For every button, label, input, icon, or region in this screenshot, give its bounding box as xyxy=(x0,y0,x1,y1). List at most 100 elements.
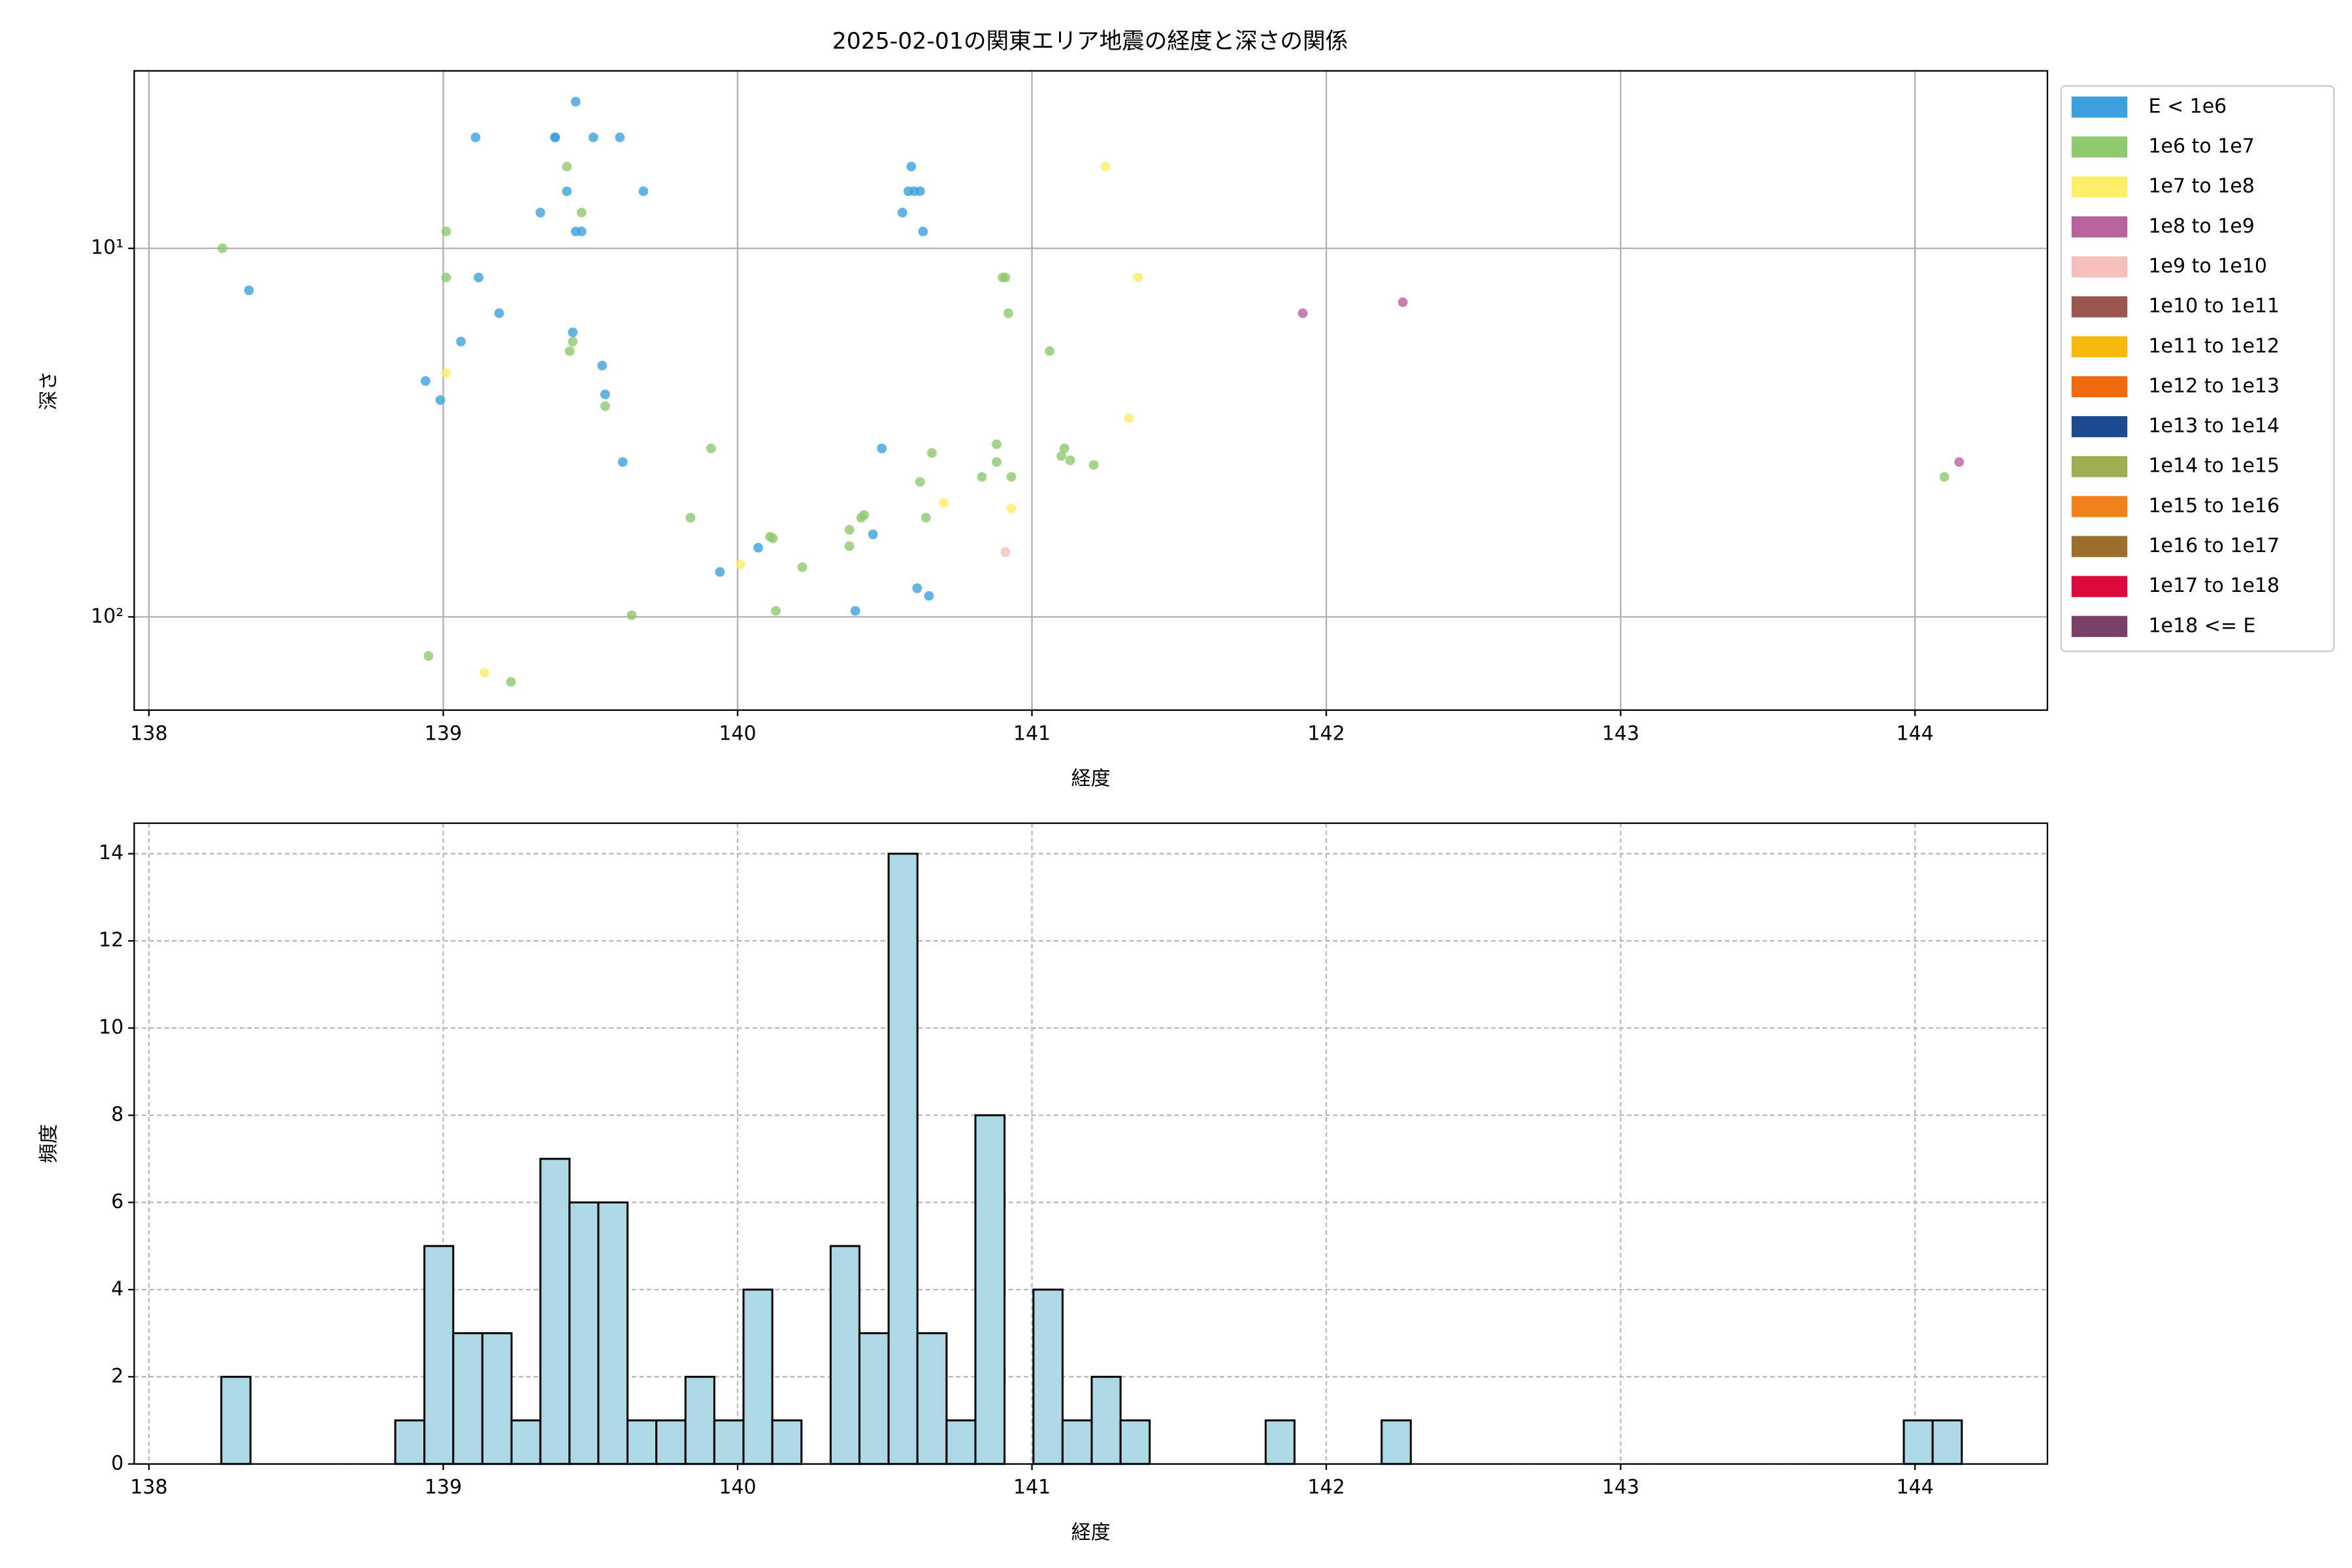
histogram-bar xyxy=(829,1245,860,1465)
legend-label: E < 1e6 xyxy=(2148,95,2227,118)
scatter-point xyxy=(1000,547,1011,557)
scatter-point xyxy=(844,541,855,551)
legend-label: 1e10 to 1e11 xyxy=(2148,295,2279,318)
scatter-point xyxy=(1059,443,1070,453)
scatter-point xyxy=(550,132,561,142)
x-tick-label: 138 xyxy=(130,722,167,745)
y-tick-label: 6 xyxy=(111,1190,123,1213)
histogram-bar xyxy=(539,1158,571,1465)
scatter-point xyxy=(1298,308,1308,318)
scatter-point xyxy=(765,532,775,542)
legend-swatch xyxy=(2071,96,2128,118)
scatter-point xyxy=(1004,308,1013,318)
legend-box xyxy=(2060,85,2335,653)
scatter-point xyxy=(1006,503,1017,514)
scatter-point xyxy=(617,457,628,467)
y-axis-label: 深さ xyxy=(38,371,61,410)
histogram-bar xyxy=(1119,1419,1151,1465)
scatter-point xyxy=(597,361,608,370)
x-axis-label: 経度 xyxy=(1071,768,1111,791)
x-tick-label: 142 xyxy=(1307,722,1345,745)
legend-swatch xyxy=(2071,615,2128,637)
y-axis-label: 頻度 xyxy=(38,1124,61,1163)
scatter-point xyxy=(1006,472,1017,482)
histogram-bar xyxy=(510,1419,542,1465)
scatter-point xyxy=(977,472,987,482)
scatter-point xyxy=(877,443,887,453)
legend-swatch xyxy=(2071,216,2128,238)
scatter-point xyxy=(423,651,434,661)
legend-swatch xyxy=(2071,296,2128,318)
legend-label: 1e6 to 1e7 xyxy=(2148,135,2254,158)
scatter-point xyxy=(926,448,937,458)
y-tick-label: 14 xyxy=(99,841,123,864)
x-tick-label: 141 xyxy=(1013,722,1051,745)
legend-swatch xyxy=(2071,496,2128,517)
scatter-point xyxy=(638,186,649,197)
legend-label: 1e12 to 1e13 xyxy=(2148,374,2279,397)
x-tick-label: 140 xyxy=(719,722,756,745)
x-tick-label: 139 xyxy=(425,722,462,745)
scatter-point xyxy=(1397,297,1408,307)
y-tick-label: 8 xyxy=(111,1103,123,1126)
histogram-bar xyxy=(771,1419,803,1465)
histogram-bar xyxy=(394,1419,426,1465)
scatter-point xyxy=(850,606,860,616)
x-axis-label: 経度 xyxy=(1071,1521,1111,1544)
scatter-point xyxy=(1939,472,1950,482)
scatter-point xyxy=(938,498,949,508)
legend-label: 1e9 to 1e10 xyxy=(2148,255,2267,278)
chart-title: 2025-02-01の関東エリア地震の経度と深さの関係 xyxy=(832,29,1348,55)
scatter-point xyxy=(576,208,587,218)
histogram-bar xyxy=(1931,1419,1963,1465)
legend-label: 1e7 to 1e8 xyxy=(2148,175,2254,198)
scatter-point xyxy=(218,243,227,253)
x-tick-label: 144 xyxy=(1896,722,1933,745)
histogram-bar xyxy=(974,1114,1006,1465)
legend-label: 1e8 to 1e9 xyxy=(2148,215,2254,238)
legend-label: 1e13 to 1e14 xyxy=(2148,415,2279,438)
x-tick-label: 139 xyxy=(425,1476,462,1499)
scatter-point xyxy=(797,562,808,572)
y-tick-label: 10² xyxy=(91,605,123,628)
scatter-point xyxy=(615,132,625,142)
y-tick-label: 0 xyxy=(111,1452,123,1475)
scatter-point xyxy=(868,529,878,540)
scatter-point xyxy=(480,668,489,678)
scatter-point xyxy=(470,132,481,142)
y-tick-label: 4 xyxy=(111,1277,123,1300)
x-tick-label: 142 xyxy=(1307,1476,1345,1499)
legend-label: 1e17 to 1e18 xyxy=(2148,574,2279,597)
histogram-bar xyxy=(481,1332,513,1465)
plot-frame xyxy=(133,70,2048,711)
scatter-point xyxy=(568,336,578,347)
scatter-point xyxy=(906,161,917,172)
scatter-point xyxy=(844,525,855,535)
scatter-point xyxy=(856,513,866,523)
scatter-point xyxy=(474,272,483,283)
histogram-bar xyxy=(626,1419,658,1465)
histogram-bar xyxy=(916,1332,948,1465)
histogram-bar xyxy=(452,1332,483,1465)
x-tick-label: 144 xyxy=(1896,1476,1933,1499)
scatter-point xyxy=(494,308,504,318)
legend-label: 1e16 to 1e17 xyxy=(2148,534,2279,557)
scatter-point xyxy=(992,439,1002,449)
scatter-point xyxy=(915,186,925,197)
legend-label: 1e18 <= E xyxy=(2148,614,2255,637)
scatter-point xyxy=(535,208,546,218)
scatter-point xyxy=(568,327,578,338)
y-tick-label: 10¹ xyxy=(91,237,123,259)
histogram-bar xyxy=(742,1288,774,1465)
histogram-bar xyxy=(1061,1419,1093,1465)
legend-swatch xyxy=(2071,256,2128,278)
scatter-point xyxy=(912,583,923,593)
histogram-bar xyxy=(684,1375,715,1465)
scatter-point xyxy=(562,186,572,197)
histogram-bar xyxy=(655,1419,687,1465)
scatter-point xyxy=(1088,460,1099,470)
scatter-point xyxy=(1045,346,1054,356)
scatter-point xyxy=(564,346,575,356)
histogram-bar xyxy=(713,1419,745,1465)
